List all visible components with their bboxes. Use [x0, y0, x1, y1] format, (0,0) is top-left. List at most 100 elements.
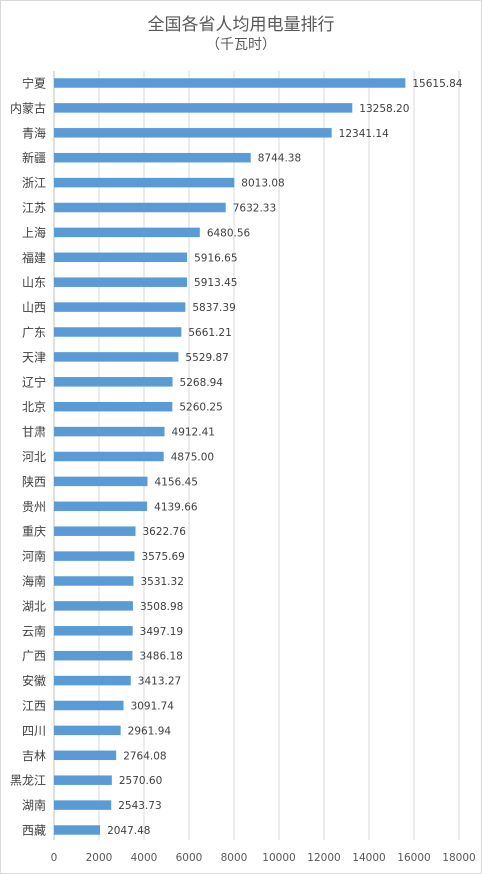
x-tick-label: 6000: [176, 852, 203, 864]
data-label: 3622.76: [143, 526, 187, 538]
data-label: 6480.56: [207, 227, 251, 239]
category-label: 宁夏: [22, 76, 46, 91]
bar: [54, 750, 117, 761]
x-tick-label: 14000: [352, 852, 385, 864]
data-label: 4912.41: [172, 427, 215, 439]
bar: [54, 700, 124, 711]
data-label: 5916.65: [194, 252, 237, 264]
x-tick-label: 2000: [86, 852, 113, 864]
category-labels: 宁夏内蒙古青海新疆浙江江苏上海福建山东山西广东天津辽宁北京甘肃河北陕西贵州重庆河…: [10, 76, 46, 838]
chart-title: 全国各省人均用电量排行: [147, 15, 335, 35]
category-label: 贵州: [22, 500, 46, 514]
bar: [54, 426, 165, 437]
x-tick-label: 4000: [131, 852, 158, 864]
category-label: 甘肃: [22, 425, 46, 439]
category-label: 陕西: [22, 474, 46, 489]
data-label: 3497.19: [140, 626, 183, 638]
data-label: 3413.27: [138, 676, 181, 688]
bar: [54, 78, 406, 88]
bar: [54, 401, 173, 412]
bar: [54, 377, 173, 387]
category-label: 广东: [22, 326, 46, 340]
category-label: 湖北: [22, 598, 46, 613]
category-label: 上海: [22, 225, 46, 240]
category-label: 河北: [22, 450, 46, 464]
category-label: 江西: [22, 699, 46, 713]
category-label: 西藏: [22, 824, 46, 838]
bar: [54, 451, 164, 462]
bar: [54, 675, 131, 686]
category-label: 黑龙江: [10, 774, 46, 788]
data-label: 7632.33: [233, 203, 276, 215]
bar: [54, 252, 188, 263]
bar: [54, 775, 112, 785]
category-label: 内蒙古: [10, 100, 46, 115]
category-label: 海南: [22, 574, 46, 589]
category-label: 重庆: [22, 525, 46, 539]
data-label: 5529.87: [185, 352, 228, 364]
x-tick-label: 10000: [262, 852, 295, 864]
chart-subtitle: （千瓦时）: [206, 37, 276, 53]
bar: [54, 352, 179, 362]
data-label: 3486.18: [139, 651, 182, 663]
bar: [54, 103, 353, 113]
x-tick-label: 8000: [221, 852, 248, 864]
x-tick-label: 16000: [397, 852, 430, 864]
bar: [54, 476, 148, 487]
category-label: 广西: [22, 649, 46, 663]
category-label: 云南: [22, 623, 46, 638]
data-label: 8013.08: [241, 178, 284, 190]
data-label: 3508.98: [140, 601, 183, 613]
data-label: 13258.20: [359, 103, 409, 115]
data-label: 5661.21: [188, 327, 231, 339]
data-label: 5837.39: [192, 302, 235, 314]
bar: [54, 202, 226, 213]
category-label: 江苏: [22, 201, 46, 215]
bar: [54, 277, 188, 287]
bar: [54, 128, 332, 138]
x-tick-label: 0: [51, 852, 58, 864]
bar: [54, 501, 148, 512]
category-label: 青海: [22, 125, 46, 140]
category-label: 山西: [22, 301, 46, 315]
data-label: 8744.38: [258, 153, 301, 165]
data-label: 4156.45: [155, 476, 198, 488]
data-label: 3091.74: [131, 701, 175, 713]
bar: [54, 825, 101, 835]
data-label: 12341.14: [339, 128, 389, 140]
data-label: 3575.69: [141, 551, 184, 563]
category-label: 四川: [22, 724, 46, 738]
data-label: 2961.94: [128, 725, 172, 737]
category-label: 浙江: [22, 176, 46, 190]
data-label: 2764.08: [123, 750, 166, 762]
bar: [54, 551, 135, 561]
category-label: 福建: [22, 250, 46, 265]
data-label: 4139.66: [154, 501, 198, 513]
category-label: 辽宁: [22, 374, 46, 389]
category-label: 天津: [22, 350, 46, 364]
data-label: 2047.48: [107, 825, 150, 837]
category-label: 吉林: [22, 749, 46, 763]
bar: [54, 650, 133, 661]
data-label: 15615.84: [412, 78, 462, 90]
bar: [54, 576, 134, 586]
data-label: 5913.45: [194, 277, 237, 289]
bar: [54, 327, 182, 337]
data-label: 3531.32: [140, 576, 183, 588]
x-tick-label: 12000: [307, 852, 340, 864]
category-label: 新疆: [22, 150, 46, 165]
bar: [54, 152, 251, 163]
bar: [54, 302, 186, 312]
x-tick-label: 18000: [442, 852, 475, 864]
data-label: 5260.25: [179, 402, 222, 414]
category-label: 湖南: [22, 798, 46, 813]
data-label: 5268.94: [180, 377, 224, 389]
bar: [54, 800, 112, 810]
category-label: 河南: [22, 549, 46, 564]
bar: [54, 725, 121, 736]
category-label: 安徽: [22, 673, 46, 688]
value-labels: 15615.84 13258.20 12341.14 8744.38 8013.08 76…: [107, 78, 463, 837]
data-label: 4875.00: [171, 452, 214, 464]
data-label: 2570.60: [119, 775, 162, 787]
